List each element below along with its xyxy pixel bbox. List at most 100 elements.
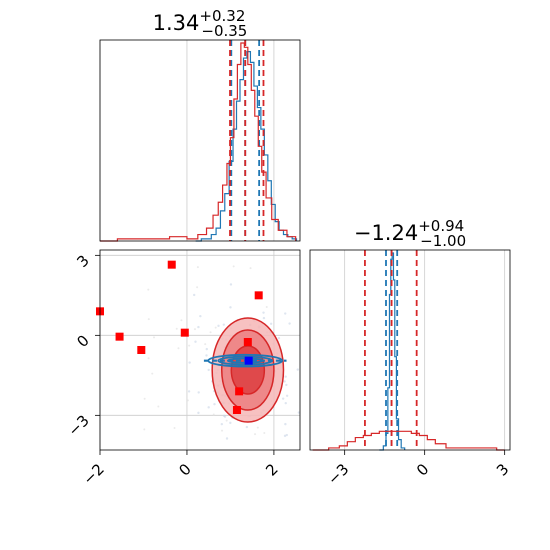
sample-point — [254, 433, 257, 436]
sample-point — [288, 322, 291, 325]
sample-point — [196, 286, 199, 289]
sample-point — [173, 427, 176, 430]
sample-point — [147, 357, 150, 360]
grid — [344, 250, 506, 450]
sample-point — [284, 312, 287, 315]
sample-point — [284, 401, 287, 405]
sample-point — [147, 318, 150, 321]
sample-point — [205, 347, 208, 351]
red-marker — [167, 260, 176, 269]
sample-point — [277, 336, 281, 340]
sample-point — [245, 425, 249, 429]
sample-point — [284, 422, 287, 426]
sample-point — [281, 397, 285, 400]
sample-point — [296, 368, 299, 371]
sample-point — [207, 368, 210, 372]
sample-point — [175, 327, 178, 330]
sample-point — [285, 433, 289, 437]
sample-point — [229, 283, 233, 286]
joint-scatter-panel — [96, 249, 301, 451]
sample-point — [283, 434, 287, 438]
sample-point — [214, 326, 217, 329]
histogram-lines — [100, 40, 298, 242]
sample-point — [188, 344, 191, 347]
sample-point — [262, 311, 265, 314]
sample-point — [147, 288, 150, 291]
sample-point — [263, 432, 266, 435]
histogram-lines — [312, 250, 505, 451]
sample-point — [180, 319, 183, 322]
sample-point — [143, 428, 146, 431]
sample-point — [220, 422, 224, 426]
sample-point — [196, 266, 199, 269]
histogram-step — [195, 51, 298, 242]
sample-point — [192, 293, 196, 297]
sample-point — [199, 314, 202, 318]
sample-point — [283, 380, 286, 383]
red-marker — [180, 328, 189, 337]
sample-point — [222, 323, 226, 326]
title-value: −1.24 — [354, 221, 418, 245]
density-contours — [203, 317, 287, 423]
sample-point — [256, 426, 259, 429]
title-value: 1.34 — [153, 11, 200, 35]
sample-point — [225, 419, 228, 422]
sample-point — [194, 340, 197, 343]
sample-point — [221, 429, 224, 432]
sample-point — [249, 267, 252, 270]
red-marker — [254, 291, 263, 300]
sample-point — [217, 324, 220, 328]
marginal-histogram-x — [99, 39, 301, 242]
sample-point — [204, 343, 207, 346]
sample-point — [205, 354, 208, 357]
marginal-histogram-y — [309, 249, 511, 451]
histogram-step — [100, 42, 297, 242]
title-upper-error: +0.94 — [418, 217, 464, 235]
axes-frame — [309, 249, 511, 451]
sample-point — [151, 372, 154, 375]
sample-point — [157, 405, 160, 408]
sample-point — [177, 347, 180, 350]
red-marker — [235, 387, 244, 396]
sample-point — [197, 411, 200, 415]
sample-point — [153, 336, 156, 339]
sample-point — [284, 375, 287, 378]
blue-marker — [244, 356, 253, 365]
sample-point — [285, 383, 288, 387]
sample-point — [297, 411, 301, 414]
sample-point — [285, 394, 289, 397]
title-lower-error: −1.00 — [420, 232, 466, 250]
sample-point — [197, 391, 200, 394]
histogram-step — [312, 430, 505, 451]
red-marker — [115, 332, 124, 341]
axes-frame — [99, 249, 301, 451]
sample-point — [269, 322, 273, 325]
sample-point — [229, 421, 232, 425]
panel-title: −1.24+0.94 −1.00 — [354, 217, 466, 250]
sample-point — [223, 415, 227, 418]
panel-title: 1.34+0.32 −0.35 — [153, 7, 248, 40]
sample-point — [197, 325, 200, 329]
red-marker — [137, 346, 146, 354]
red-marker — [232, 406, 241, 414]
sample-point — [187, 390, 191, 393]
axes-frame — [99, 39, 301, 242]
sample-point — [262, 316, 266, 320]
sample-point — [209, 331, 212, 334]
sample-point — [225, 437, 229, 440]
red-marker — [243, 338, 252, 346]
sample-point — [229, 306, 232, 309]
sample-point — [188, 361, 191, 364]
red-contour — [230, 345, 266, 395]
sample-point — [186, 399, 189, 402]
sample-point — [213, 402, 216, 406]
sample-point — [207, 406, 210, 409]
sample-point — [193, 328, 196, 331]
title-upper-error: +0.32 — [199, 7, 245, 25]
sample-point — [143, 397, 146, 400]
sample-point — [232, 265, 235, 268]
sample-point — [212, 413, 215, 416]
title-lower-error: −0.35 — [201, 22, 247, 40]
